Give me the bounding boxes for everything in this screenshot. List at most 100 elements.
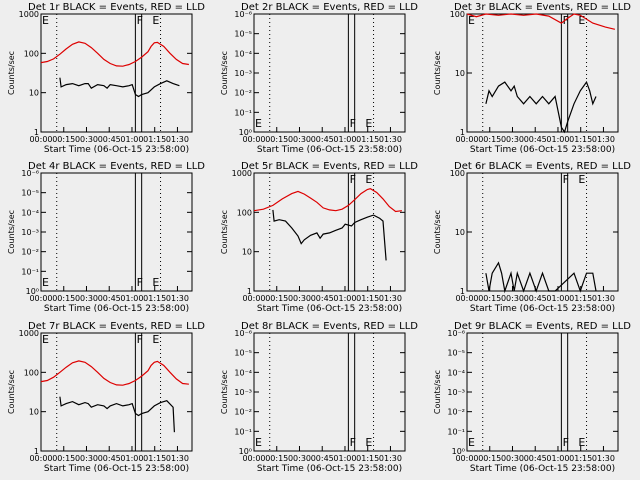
x-tick-label: 00:15 xyxy=(52,135,75,144)
x-tick-label: 00:15 xyxy=(478,454,501,463)
marker-E-start-label: E xyxy=(255,436,262,449)
y-tick-label: 1 xyxy=(460,128,465,137)
y-tick-label: 1 xyxy=(247,287,252,296)
lld-series-line xyxy=(40,360,189,386)
x-tick-label: 00:30 xyxy=(288,294,311,303)
y-tick-label: 10⁻³ xyxy=(234,69,252,78)
y-tick-label: 10 xyxy=(29,408,39,417)
y-axis-label: Counts/sec xyxy=(433,370,442,414)
x-axis-label: Start Time (06-Oct-15 23:58:00) xyxy=(257,304,402,314)
x-tick-label: 00:45 xyxy=(311,454,334,463)
x-tick-label: 00:45 xyxy=(524,294,547,303)
marker-E-label: E xyxy=(365,117,372,130)
y-tick-label: 10 xyxy=(455,228,465,237)
x-tick-label: 01:15 xyxy=(569,294,592,303)
x-tick-label: 00:00 xyxy=(455,135,478,144)
chart-title: Det 2r BLACK = Events, RED = LLD xyxy=(241,2,418,13)
x-tick-label: 01:30 xyxy=(379,294,402,303)
marker-F-label: F xyxy=(350,436,356,449)
chart-title: Det 9r BLACK = Events, RED = LLD xyxy=(454,321,631,332)
x-axis-label: Start Time (06-Oct-15 23:58:00) xyxy=(470,145,615,155)
x-tick-label: 00:00 xyxy=(29,294,52,303)
chart-title: Det 5r BLACK = Events, RED = LLD xyxy=(241,161,418,172)
x-tick-label: 01:15 xyxy=(143,294,166,303)
x-tick-label: 00:30 xyxy=(501,135,524,144)
marker-F-label: F xyxy=(563,173,569,186)
y-tick-label: 10 xyxy=(242,248,252,257)
x-tick-label: 01:15 xyxy=(143,454,166,463)
x-tick-label: 01:30 xyxy=(166,294,189,303)
chart-title: Det 3r BLACK = Events, RED = LLD xyxy=(454,2,631,13)
x-tick-label: 00:45 xyxy=(311,294,334,303)
events-series-line xyxy=(272,209,387,261)
x-tick-label: 00:30 xyxy=(501,454,524,463)
marker-F-label: F xyxy=(137,14,143,27)
chart-title: Det 7r BLACK = Events, RED = LLD xyxy=(28,321,205,332)
x-tick-label: 01:00 xyxy=(546,135,569,144)
events-series-line xyxy=(485,80,597,134)
x-tick-label: 01:00 xyxy=(546,294,569,303)
y-tick-label: 10⁻⁴ xyxy=(447,368,465,377)
y-axis-label: Counts/sec xyxy=(220,370,229,414)
marker-E-start-label: E xyxy=(42,276,49,289)
chart-title: Det 6r BLACK = Events, RED = LLD xyxy=(454,161,631,172)
y-tick-label: 10⁻⁵ xyxy=(234,349,252,358)
x-tick-label: 01:00 xyxy=(120,135,143,144)
marker-E-label: E xyxy=(152,14,159,27)
x-tick-label: 00:15 xyxy=(265,294,288,303)
x-tick-label: 00:00 xyxy=(242,454,265,463)
x-tick-label: 00:15 xyxy=(265,135,288,144)
y-axis-label: Counts/sec xyxy=(7,210,16,254)
plot-frame xyxy=(466,13,619,133)
x-tick-label: 01:15 xyxy=(143,135,166,144)
x-tick-label: 00:00 xyxy=(455,294,478,303)
x-tick-label: 01:00 xyxy=(333,135,356,144)
x-tick-label: 01:30 xyxy=(166,454,189,463)
chart-title: Det 4r BLACK = Events, RED = LLD xyxy=(28,161,205,172)
marker-E-label: E xyxy=(578,14,585,27)
plot-frame xyxy=(40,13,193,133)
y-tick-label: 1 xyxy=(460,287,465,296)
x-tick-label: 00:30 xyxy=(75,294,98,303)
marker-F-label: F xyxy=(350,117,356,130)
y-tick-label: 100 xyxy=(450,10,465,19)
y-tick-label: 10⁰ xyxy=(239,447,252,456)
x-tick-label: 01:00 xyxy=(333,294,356,303)
x-tick-label: 00:45 xyxy=(524,454,547,463)
x-tick-label: 00:45 xyxy=(98,454,121,463)
plot-frame xyxy=(40,172,193,292)
marker-E-label: E xyxy=(578,436,585,449)
y-tick-label: 10 xyxy=(29,89,39,98)
marker-E-start-label: E xyxy=(255,117,262,130)
marker-F-label: F xyxy=(563,14,569,27)
marker-E-label: E xyxy=(365,173,372,186)
plot-frame xyxy=(253,172,406,292)
y-tick-label: 10⁻¹ xyxy=(234,108,252,117)
x-tick-label: 00:15 xyxy=(478,294,501,303)
x-tick-label: 00:00 xyxy=(242,135,265,144)
events-series-line xyxy=(59,77,180,98)
y-tick-label: 10⁻² xyxy=(21,248,39,257)
x-tick-label: 00:00 xyxy=(455,454,478,463)
y-tick-label: 100 xyxy=(237,208,252,217)
y-tick-label: 10⁻⁶ xyxy=(447,329,465,338)
y-tick-label: 1000 xyxy=(19,10,39,19)
plot-frame xyxy=(466,332,619,452)
y-axis-label: Counts/sec xyxy=(433,51,442,95)
y-tick-label: 10⁻⁵ xyxy=(21,189,39,198)
plot-frame xyxy=(253,13,406,133)
y-tick-label: 10⁻⁵ xyxy=(234,30,252,39)
y-tick-label: 10⁰ xyxy=(239,128,252,137)
x-tick-label: 00:30 xyxy=(288,454,311,463)
x-tick-label: 00:15 xyxy=(52,454,75,463)
x-tick-label: 01:30 xyxy=(379,454,402,463)
x-tick-label: 00:30 xyxy=(75,454,98,463)
y-axis-label: Counts/sec xyxy=(7,51,16,95)
